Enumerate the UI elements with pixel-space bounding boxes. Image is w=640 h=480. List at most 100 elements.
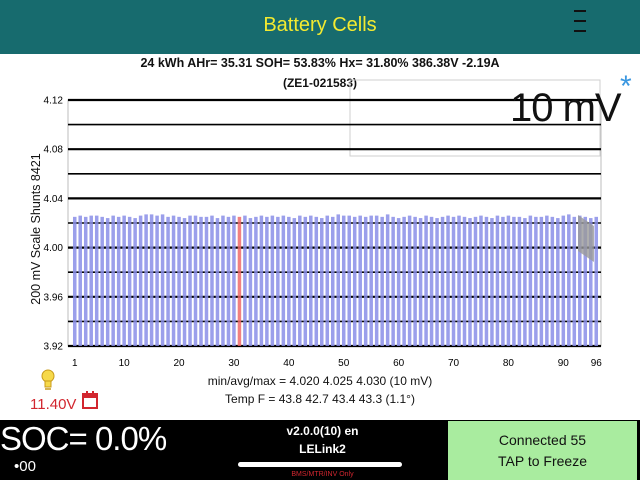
cell-bar-79: [501, 216, 505, 346]
x-tick-label: 96: [591, 358, 603, 369]
cell-bar-46: [320, 218, 324, 346]
cell-bar-9: [116, 216, 121, 346]
cell-bar-74: [473, 216, 478, 346]
cell-bar-19: [171, 215, 176, 346]
x-tick-label: 20: [173, 358, 185, 369]
cell-bar-92: [572, 216, 577, 346]
scale-popup-frame: [349, 79, 601, 157]
home-indicator[interactable]: [238, 462, 402, 467]
cell-bar-3: [83, 216, 88, 346]
cell-bar-59: [391, 216, 395, 346]
cell-bar-23: [193, 215, 198, 346]
cell-bar-31: [237, 216, 242, 346]
cell-bar-95: [589, 218, 593, 346]
cell-bar-6: [100, 216, 104, 346]
cell-bar-10: [122, 215, 126, 346]
cell-bar-26: [210, 215, 214, 346]
x-tick-label: 10: [119, 358, 131, 369]
cell-bar-66: [429, 216, 434, 346]
cell-bar-86: [539, 216, 544, 346]
cell-bar-42: [298, 215, 302, 346]
cell-bar-14: [144, 214, 148, 346]
cell-bar-38: [276, 216, 280, 346]
battery-summary: 24 kWh AHr= 35.31 SOH= 53.83% Hx= 31.80%…: [140, 56, 500, 70]
cell-bar-61: [402, 216, 406, 346]
cell-bar-32: [243, 215, 247, 346]
cell-bar-82: [517, 216, 522, 346]
cell-bar-18: [166, 216, 170, 346]
y-tick-label: 3.92: [44, 342, 64, 353]
cell-bar-13: [138, 215, 143, 346]
cell-bar-39: [281, 215, 286, 346]
lightbulb-icon[interactable]: [40, 368, 56, 392]
cell-bar-88: [550, 216, 555, 346]
vehicle-id: (ZE1-021583): [282, 76, 358, 90]
cell-bar-55: [369, 215, 373, 346]
cell-bar-91: [567, 214, 571, 346]
cell-bar-25: [204, 216, 209, 346]
cell-bar-41: [292, 218, 297, 346]
cell-bar-56: [374, 215, 379, 346]
y-tick-label: 4.12: [44, 96, 64, 107]
cell-bar-49: [336, 214, 341, 346]
x-tick-label: 60: [393, 358, 405, 369]
app-title: Battery Cells: [263, 14, 377, 36]
cell-bar-30: [232, 215, 236, 346]
x-tick-label: 80: [503, 358, 515, 369]
cell-bar-76: [484, 216, 489, 346]
x-tick-label: 50: [338, 358, 350, 369]
hamburger-menu-icon[interactable]: [572, 6, 590, 38]
cell-bar-83: [523, 218, 527, 346]
cell-bar-44: [309, 215, 313, 346]
cell-bar-22: [188, 215, 192, 346]
cell-bar-81: [512, 216, 516, 346]
cell-bar-35: [259, 215, 264, 346]
calendar-icon[interactable]: [82, 391, 98, 409]
cell-bar-1: [72, 216, 77, 346]
cell-bar-29: [226, 216, 231, 346]
status-dots: •00: [14, 458, 36, 475]
cell-bar-57: [380, 216, 384, 346]
cell-bar-65: [424, 215, 428, 346]
connection-panel[interactable]: [448, 421, 637, 480]
cell-bar-77: [490, 218, 494, 346]
voltage-stats: min/avg/max = 4.020 4.025 4.030 (10 mV): [207, 374, 433, 388]
aux-battery-voltage: 11.40V: [30, 396, 77, 413]
cell-bar-45: [314, 216, 319, 346]
cell-bar-80: [506, 215, 511, 346]
x-tick-label: 90: [558, 358, 570, 369]
x-tick-label: 70: [448, 358, 460, 369]
cell-bar-71: [457, 215, 461, 346]
cell-bar-37: [270, 215, 275, 346]
cell-bar-48: [330, 216, 335, 346]
mode-note: BMS/MTR/INV Only: [291, 471, 354, 478]
app-version: v2.0.0(10) en: [286, 424, 359, 438]
connection-status[interactable]: Connected 55: [498, 432, 587, 448]
cell-bar-52: [352, 216, 357, 346]
cell-bar-15: [149, 214, 154, 346]
cell-bar-34: [254, 216, 258, 346]
star-icon[interactable]: *: [620, 70, 632, 103]
state-of-charge: SOC= 0.0%: [0, 420, 167, 457]
cell-bar-60: [396, 218, 401, 346]
cell-bar-4: [89, 215, 93, 346]
cell-bar-63: [413, 216, 417, 346]
cell-bar-89: [556, 218, 560, 346]
cell-bar-67: [435, 218, 439, 346]
cell-bar-11: [127, 216, 132, 346]
cell-voltage-chart[interactable]: 4.12 4.08 4.04 4.00 3.96 3.92 1 10 20 30 40 50 60 70…: [0, 0, 640, 372]
cell-bar-20: [177, 216, 181, 346]
y-tick-label: 3.96: [44, 292, 64, 303]
cell-bar-62: [407, 215, 412, 346]
top-bar: [0, 0, 640, 54]
cell-bar-78: [495, 215, 500, 346]
freeze-button[interactable]: TAP to Freeze: [498, 453, 587, 469]
scroll-handle-icon[interactable]: [578, 215, 594, 262]
cell-bar-33: [248, 218, 253, 346]
temperature-stats: Temp F = 43.8 42.7 43.4 43.3 (1.1°): [225, 392, 415, 406]
scale-label[interactable]: 10 mV: [510, 86, 622, 130]
x-tick-label: 30: [228, 358, 240, 369]
cell-bar-24: [199, 216, 203, 346]
cell-bar-51: [347, 215, 351, 346]
cell-bar-53: [358, 215, 362, 346]
